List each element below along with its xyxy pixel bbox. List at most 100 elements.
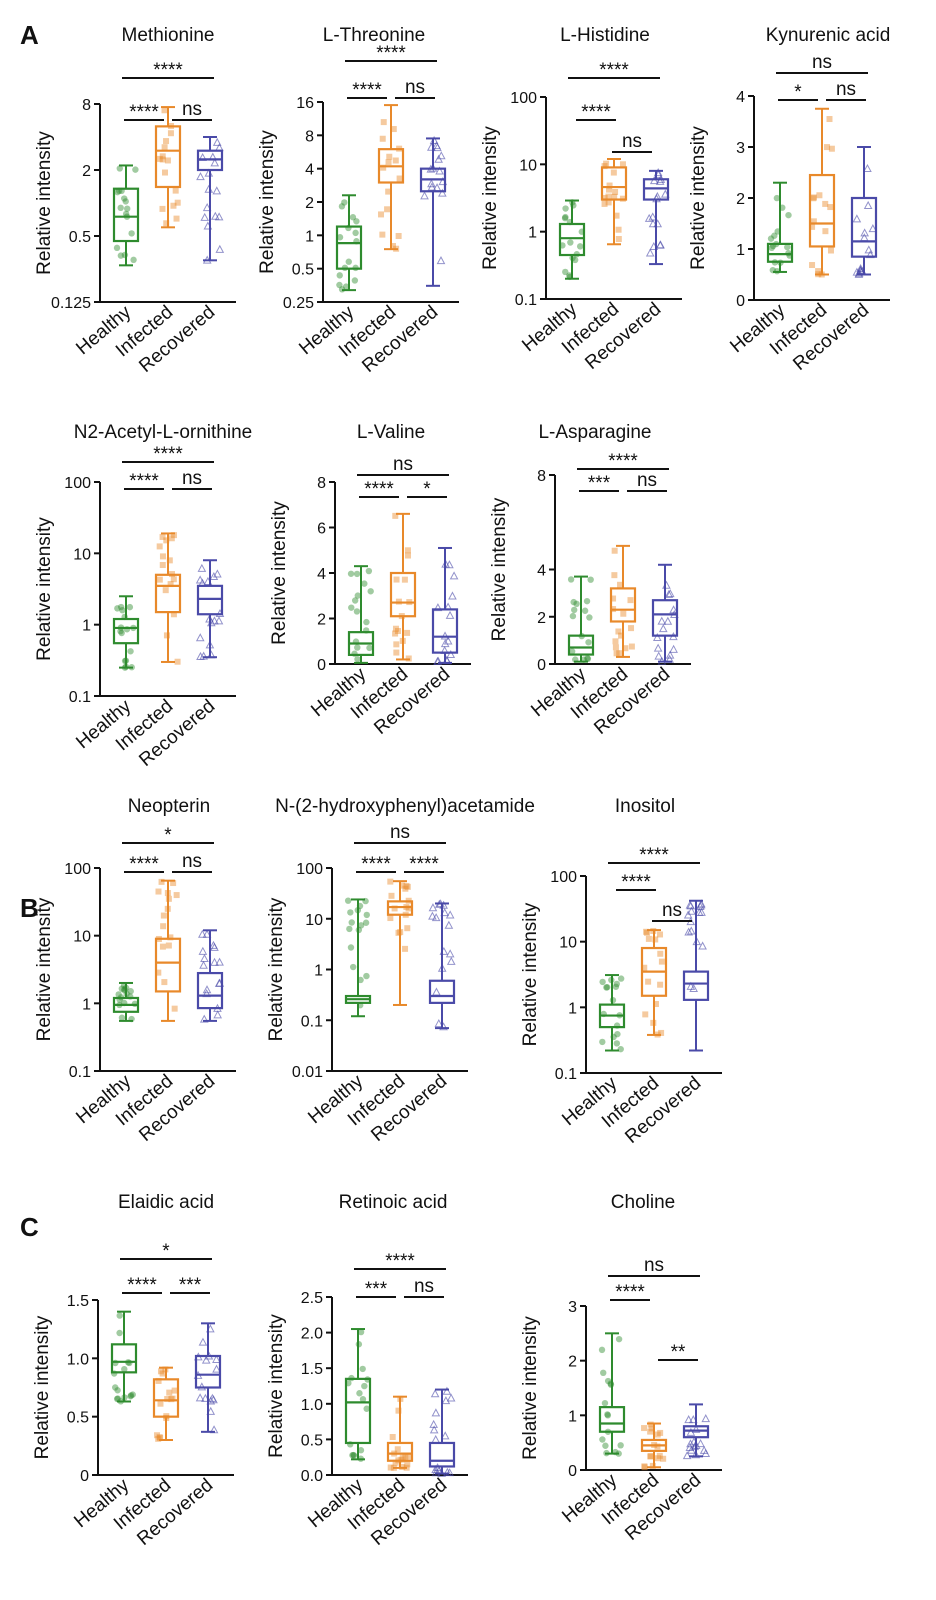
data-point <box>397 929 404 936</box>
data-point <box>601 200 608 207</box>
data-point <box>202 985 212 994</box>
data-point <box>347 909 354 916</box>
data-point <box>427 179 436 188</box>
data-point <box>197 563 207 572</box>
data-point <box>120 982 128 989</box>
box-infected <box>640 927 668 1038</box>
data-point <box>164 890 171 897</box>
y-axis-label: Relative intensity <box>520 1316 541 1460</box>
data-point <box>822 228 829 235</box>
data-point <box>159 943 166 950</box>
box-healthy <box>558 199 586 281</box>
y-axis-label: Relative intensity <box>34 131 55 275</box>
box-recovered <box>850 146 878 278</box>
data-point <box>399 637 406 644</box>
data-point <box>394 1446 401 1453</box>
data-point <box>347 570 355 577</box>
data-point <box>169 1395 176 1402</box>
data-point <box>128 664 135 671</box>
data-point <box>608 976 615 984</box>
data-point <box>363 618 370 626</box>
box-iqr <box>598 1406 626 1433</box>
data-point <box>114 605 121 612</box>
data-point <box>380 164 387 171</box>
data-point <box>567 576 575 583</box>
data-point <box>361 1382 368 1390</box>
data-point <box>365 567 373 575</box>
significance-label: **** <box>127 1275 157 1296</box>
box-iqr <box>651 599 679 637</box>
data-point <box>566 273 573 281</box>
data-point <box>210 942 219 951</box>
y-axis-label: Relative intensity <box>688 126 709 270</box>
data-point <box>618 632 625 639</box>
data-point <box>566 272 573 279</box>
data-point <box>433 656 442 665</box>
y-axis-label: Relative intensity <box>257 130 278 274</box>
y-axis-label: Relative intensity <box>480 126 501 270</box>
data-point <box>159 156 166 163</box>
significance-label: **** <box>376 43 406 64</box>
data-point <box>198 1337 208 1346</box>
box-recovered <box>682 899 710 1052</box>
data-point <box>580 656 587 663</box>
data-point <box>121 664 129 671</box>
data-point <box>117 204 124 212</box>
data-point <box>603 160 610 167</box>
data-point <box>856 266 865 275</box>
data-point <box>649 176 659 185</box>
y-tick-label: 0.01 <box>292 1064 323 1081</box>
data-point <box>206 650 216 659</box>
data-point <box>613 980 620 988</box>
box-healthy <box>567 575 595 663</box>
significance-label: ns <box>836 79 856 100</box>
significance-label: ns <box>622 131 642 152</box>
data-point <box>206 1406 216 1415</box>
chart-title: Choline <box>611 1192 675 1213</box>
significance-label: **** <box>352 80 382 101</box>
data-point <box>157 1368 164 1375</box>
data-point <box>130 256 137 264</box>
data-point <box>213 569 222 578</box>
data-point <box>642 1011 649 1018</box>
box-recovered <box>196 929 225 1023</box>
data-point <box>163 138 170 145</box>
data-point <box>429 1425 439 1434</box>
box-infected <box>640 1421 668 1471</box>
data-point <box>429 135 439 144</box>
data-point <box>206 1324 215 1333</box>
data-point <box>387 1464 394 1471</box>
box-iqr <box>344 1377 372 1445</box>
data-point <box>662 580 671 589</box>
y-tick-label: 10 <box>73 546 91 563</box>
data-point <box>196 172 205 181</box>
data-point <box>198 152 207 162</box>
y-tick-label: 0.25 <box>283 295 314 312</box>
data-point <box>439 900 448 909</box>
box-infected <box>609 544 637 658</box>
data-point <box>610 595 617 602</box>
data-point <box>435 166 444 175</box>
data-point <box>164 1396 171 1403</box>
data-point <box>173 215 180 222</box>
data-point <box>160 912 167 919</box>
data-point <box>399 882 406 889</box>
y-tick-label: 0.5 <box>292 262 314 279</box>
data-point <box>127 988 134 995</box>
y-tick-label: 1 <box>305 228 314 245</box>
data-point <box>205 640 215 649</box>
data-point <box>567 239 574 246</box>
data-point <box>399 1463 406 1470</box>
significance-label: **** <box>639 845 669 866</box>
box-healthy <box>344 897 372 1018</box>
data-point <box>385 188 392 195</box>
data-point <box>387 878 394 885</box>
data-point <box>601 194 608 201</box>
data-point <box>357 1328 365 1336</box>
data-point <box>449 571 459 580</box>
data-point <box>614 1030 621 1038</box>
data-point <box>195 633 205 642</box>
data-point <box>118 629 125 637</box>
chart-title: Kynurenic acid <box>766 25 891 46</box>
